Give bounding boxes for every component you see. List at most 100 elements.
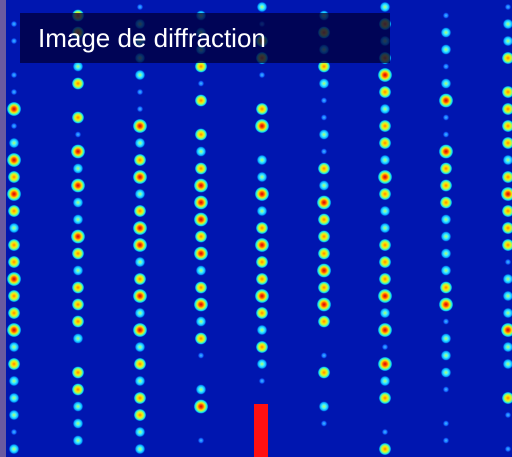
diffraction-spot — [10, 122, 18, 130]
diffraction-spot — [377, 169, 393, 185]
diffraction-spot — [318, 78, 330, 89]
diffraction-spot — [254, 288, 270, 304]
diffraction-spot — [6, 322, 22, 338]
diffraction-spot — [256, 358, 268, 370]
diffraction-spot — [317, 213, 331, 226]
diffraction-spot — [71, 247, 85, 260]
diffraction-spot — [378, 391, 392, 405]
diffraction-spot — [378, 442, 392, 456]
diffraction-spot — [193, 399, 209, 414]
diffraction-spot — [71, 77, 85, 90]
diffraction-spot — [501, 238, 512, 252]
diffraction-spot — [378, 85, 392, 99]
diffraction-spot — [197, 437, 205, 444]
diffraction-spot — [195, 384, 207, 395]
diffraction-spot — [7, 289, 21, 303]
diffraction-spot — [70, 229, 86, 244]
diffraction-spot — [439, 162, 453, 175]
diffraction-spot — [134, 341, 146, 353]
diffraction-spot — [378, 136, 392, 150]
diffraction-spot — [72, 163, 84, 174]
diffraction-spot — [255, 272, 269, 286]
diffraction-spot — [136, 3, 144, 11]
diffraction-spot — [256, 171, 268, 183]
diffraction-spot — [317, 281, 331, 294]
diffraction-spot — [256, 1, 268, 13]
diffraction-spot — [70, 178, 86, 193]
diffraction-spot — [72, 418, 84, 429]
diffraction-spot — [501, 119, 512, 133]
diffraction-spot — [71, 281, 85, 294]
diffraction-spot — [320, 352, 328, 359]
diffraction-spot — [379, 103, 391, 115]
diffraction-spot — [379, 307, 391, 319]
diffraction-spot — [8, 341, 20, 353]
diffraction-spot — [256, 205, 268, 217]
diffraction-spot — [438, 297, 454, 312]
diffraction-spot — [70, 144, 86, 159]
title-panel: Image de diffraction — [20, 13, 390, 63]
diffraction-spot — [320, 114, 328, 121]
diffraction-spot — [6, 186, 22, 202]
diffraction-spot — [133, 357, 147, 371]
diffraction-spot — [378, 187, 392, 201]
diffraction-spot — [72, 435, 84, 446]
diffraction-spot — [504, 258, 512, 266]
diffraction-spot — [72, 197, 84, 208]
diffraction-spot — [442, 420, 450, 427]
diffraction-spot — [442, 114, 450, 121]
beam-stop — [254, 404, 268, 457]
diffraction-spot — [316, 195, 332, 210]
diffraction-spot — [134, 188, 146, 200]
diffraction-spot — [7, 306, 21, 320]
diffraction-spot — [379, 1, 391, 13]
diffraction-spot — [379, 154, 391, 166]
diffraction-spot — [501, 85, 512, 99]
diffraction-spot — [502, 154, 512, 166]
diffraction-spot — [317, 162, 331, 175]
diffraction-spot — [502, 341, 512, 353]
diffraction-spot — [195, 265, 207, 276]
diffraction-spot — [438, 93, 454, 108]
diffraction-spot — [194, 94, 208, 107]
diffraction-spot — [440, 367, 452, 378]
diffraction-spot — [134, 426, 146, 438]
diffraction-spot — [10, 88, 18, 96]
diffraction-spot — [8, 375, 20, 387]
diffraction-spot — [501, 391, 512, 405]
diffraction-spot — [317, 230, 331, 243]
diffraction-spot — [132, 220, 148, 236]
diffraction-spot — [136, 88, 144, 96]
diffraction-spot — [442, 437, 450, 444]
diffraction-spot — [320, 148, 328, 155]
diffraction-spot — [136, 105, 144, 113]
diffraction-spot — [7, 255, 21, 269]
diffraction-spot — [377, 322, 393, 338]
diffraction-spot — [501, 204, 512, 218]
diffraction-spot — [7, 238, 21, 252]
diffraction-spot — [440, 248, 452, 259]
diffraction-spot — [10, 20, 18, 28]
diffraction-spot — [255, 102, 269, 116]
diffraction-spot — [377, 288, 393, 304]
diffraction-spot — [439, 179, 453, 192]
diffraction-spot — [501, 136, 512, 150]
diffraction-spot — [193, 297, 209, 312]
diffraction-spot — [193, 212, 209, 227]
diffraction-spot — [6, 101, 22, 117]
diffraction-spot — [377, 356, 393, 372]
diffraction-spot — [440, 78, 452, 89]
diffraction-spot — [8, 409, 20, 421]
diffraction-spot — [193, 195, 209, 210]
diffraction-spot — [197, 80, 205, 87]
diffraction-spot — [132, 118, 148, 134]
diffraction-spot — [440, 333, 452, 344]
diffraction-spot — [502, 358, 512, 370]
diffraction-spot — [71, 366, 85, 379]
diffraction-spot — [133, 408, 147, 422]
diffraction-spot — [254, 237, 270, 253]
diffraction-spot — [8, 443, 20, 455]
diffraction-spot — [317, 247, 331, 260]
diffraction-spot — [502, 18, 512, 30]
diffraction-spot — [72, 214, 84, 225]
